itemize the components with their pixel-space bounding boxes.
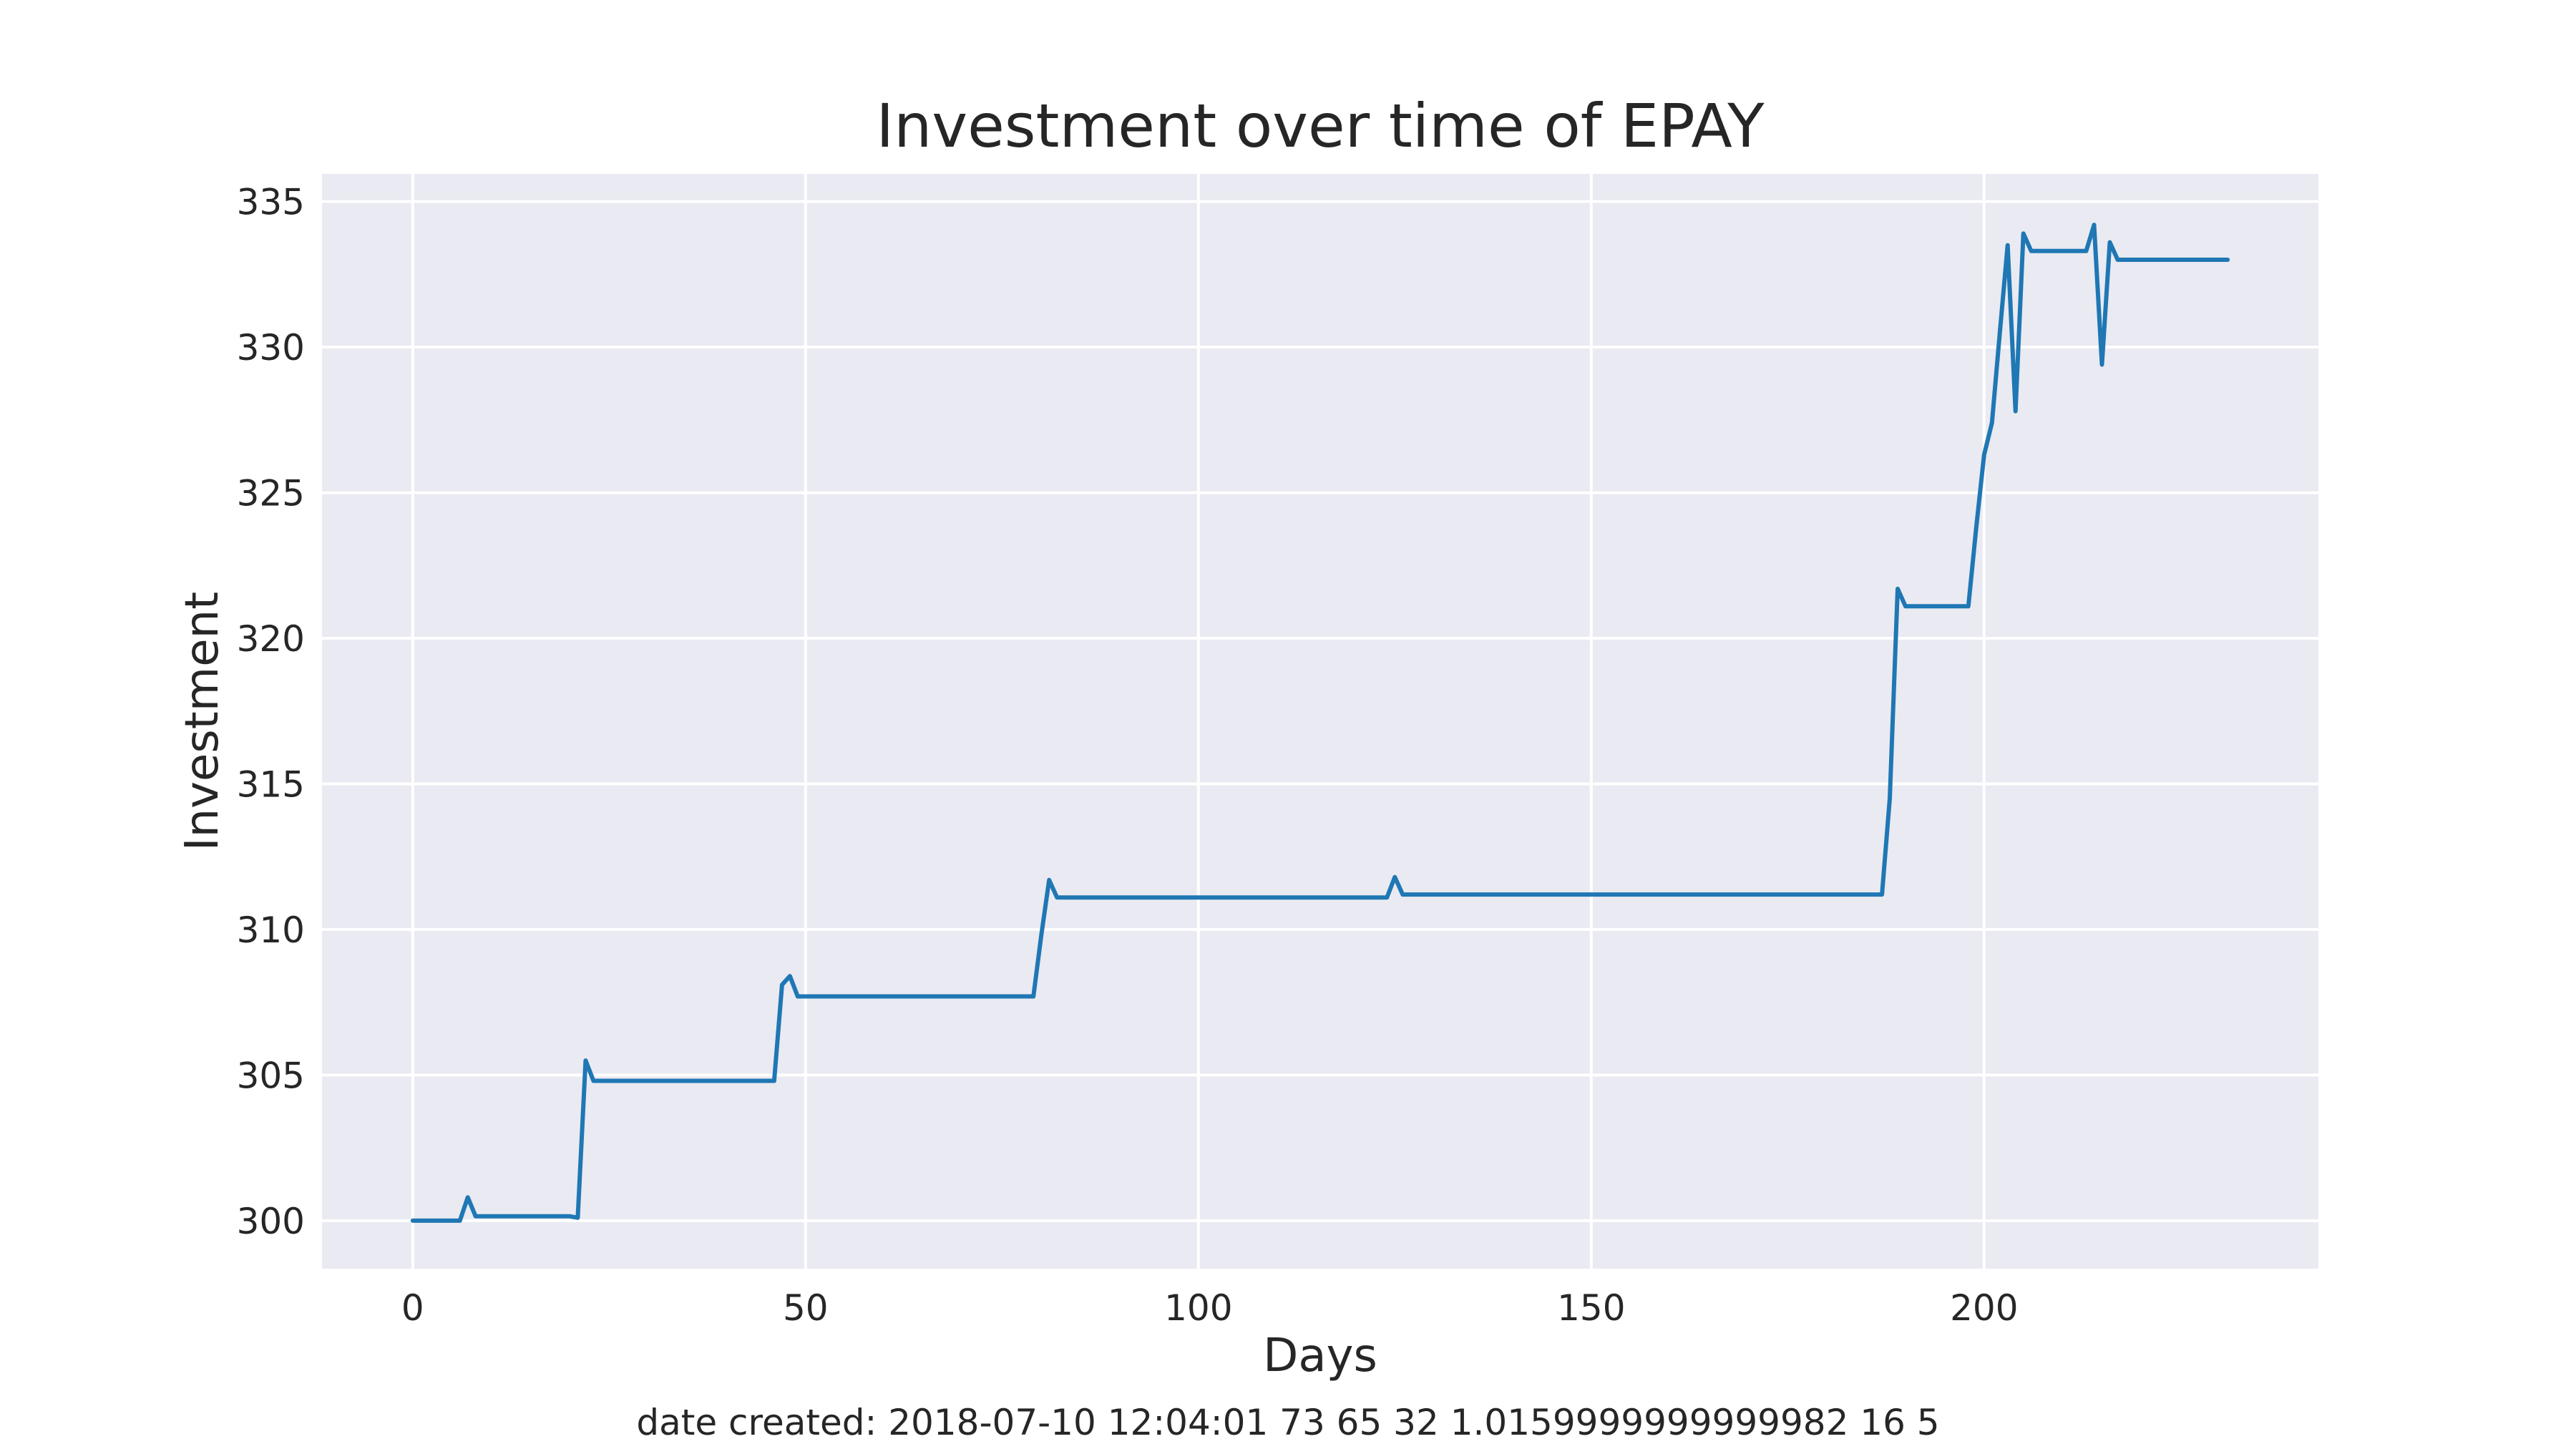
x-tick-labels: 0 50 100 150 200 <box>401 1287 2019 1329</box>
grid <box>322 174 2318 1269</box>
y-tick-label: 330 <box>237 327 305 369</box>
y-tick-label: 320 <box>237 618 305 660</box>
footer-text: date created: 2018-07-10 12:04:01 73 65 … <box>636 1402 1939 1443</box>
chart-title: Investment over time of EPAY <box>876 91 1765 161</box>
x-tick-label: 0 <box>401 1287 424 1329</box>
y-tick-label: 305 <box>237 1055 305 1096</box>
x-axis-label: Days <box>1263 1330 1377 1382</box>
plot-background <box>322 174 2318 1269</box>
y-tick-label: 325 <box>237 473 305 514</box>
x-tick-label: 100 <box>1164 1287 1232 1329</box>
y-axis-label: Investment <box>176 592 229 852</box>
x-tick-label: 200 <box>1950 1287 2018 1329</box>
y-tick-labels: 300 305 310 315 320 325 330 335 <box>237 182 305 1242</box>
x-tick-label: 150 <box>1557 1287 1625 1329</box>
y-tick-label: 315 <box>237 763 305 805</box>
y-tick-label: 310 <box>237 909 305 951</box>
x-tick-label: 50 <box>783 1287 829 1329</box>
y-tick-label: 335 <box>237 182 305 223</box>
y-tick-label: 300 <box>237 1201 305 1242</box>
series-line <box>410 223 2230 1223</box>
